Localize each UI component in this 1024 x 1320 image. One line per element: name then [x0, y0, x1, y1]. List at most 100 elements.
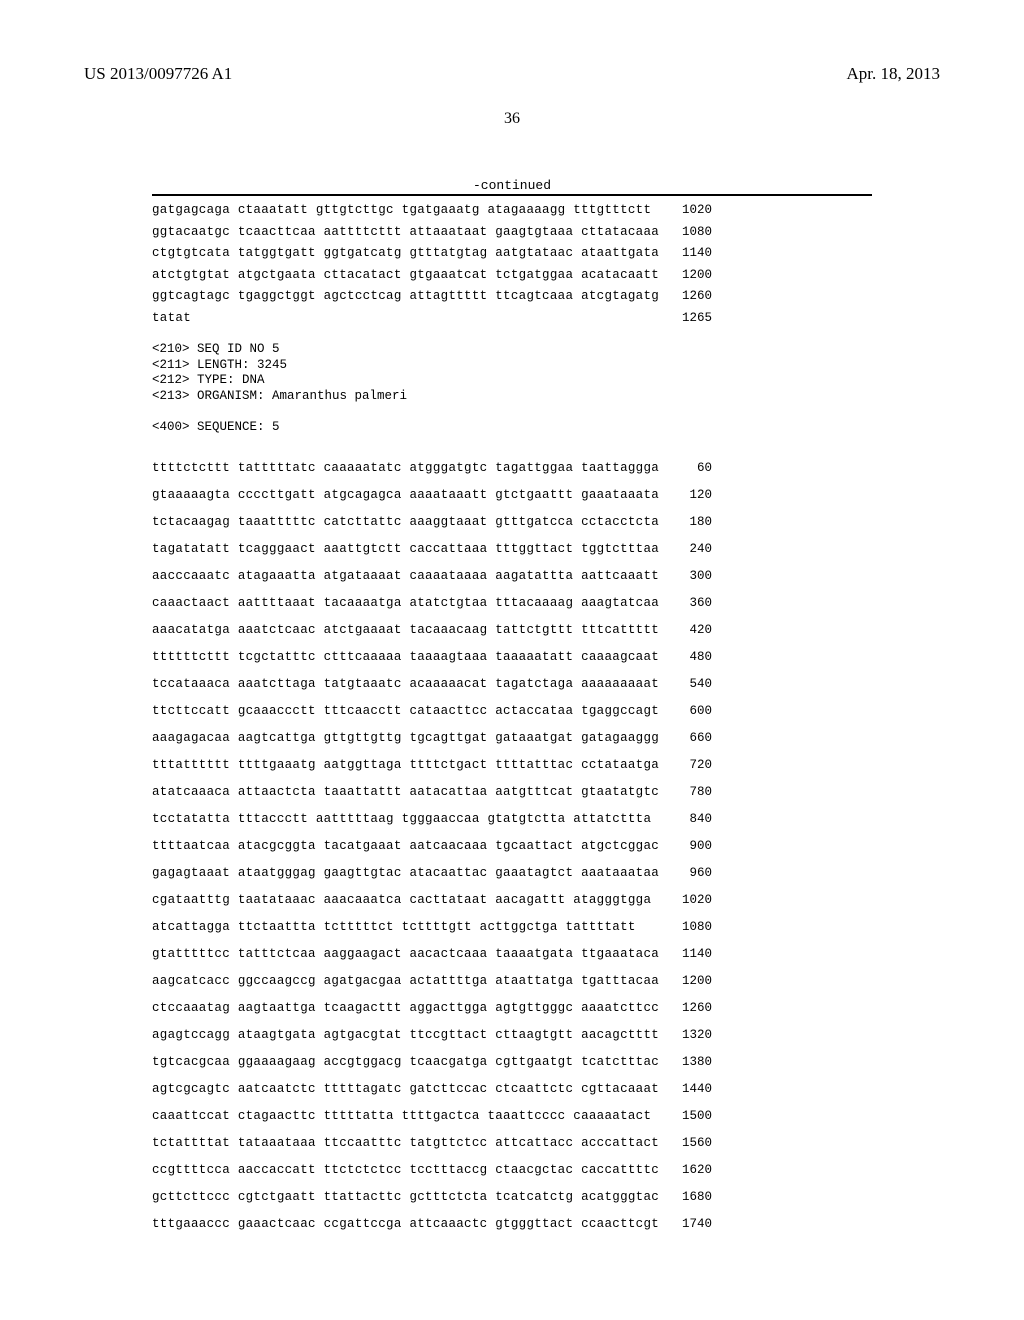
sequence-position: 1320 [662, 1029, 712, 1042]
sequence-position: 1620 [662, 1164, 712, 1177]
sequence-row: atcattagga ttctaattta tctttttct tcttttgt… [152, 921, 712, 934]
sequence-row: aaagagacaa aagtcattga gttgttgttg tgcagtt… [152, 732, 712, 745]
sequence-block-1: gatgagcaga ctaaatatt gttgtcttgc tgatgaaa… [152, 204, 712, 324]
sequence-text: ccgttttcca aaccaccatt ttctctctcc tccttta… [152, 1164, 659, 1177]
sequence-position: 840 [662, 813, 712, 826]
publication-date: Apr. 18, 2013 [847, 64, 941, 84]
sequence-row: ccgttttcca aaccaccatt ttctctctcc tccttta… [152, 1164, 712, 1177]
sequence-position: 1020 [662, 894, 712, 907]
sequence-position: 1500 [662, 1110, 712, 1123]
sequence-position: 960 [662, 867, 712, 880]
sequence-row: tttgaaaccc gaaactcaac ccgattccga attcaaa… [152, 1218, 712, 1231]
sequence-position: 1080 [662, 921, 712, 934]
sequence-text: tctacaagag taaatttttc catcttattc aaaggta… [152, 516, 659, 529]
publication-number: US 2013/0097726 A1 [84, 64, 232, 84]
sequence-position: 420 [662, 624, 712, 637]
sequence-position: 1080 [662, 226, 712, 239]
sequence-text: ttcttccatt gcaaaccctt tttcaacctt cataact… [152, 705, 659, 718]
sequence-text: cgataatttg taatataaac aaacaaatca cacttat… [152, 894, 651, 907]
sequence-text: agtcgcagtc aatcaatctc tttttagatc gatcttc… [152, 1083, 659, 1096]
sequence-position: 1260 [662, 290, 712, 303]
sequence-row: agtcgcagtc aatcaatctc tttttagatc gatcttc… [152, 1083, 712, 1096]
sequence-text: gcttcttccc cgtctgaatt ttattacttc gctttct… [152, 1191, 659, 1204]
sequence-position: 1260 [662, 1002, 712, 1015]
sequence-position: 60 [662, 462, 712, 475]
sequence-row: caaattccat ctagaacttc tttttatta ttttgact… [152, 1110, 712, 1123]
sequence-row: cgataatttg taatataaac aaacaaatca cacttat… [152, 894, 712, 907]
sequence-position: 720 [662, 759, 712, 772]
sequence-text: aaacatatga aaatctcaac atctgaaaat tacaaac… [152, 624, 659, 637]
sequence-row: gatgagcaga ctaaatatt gttgtcttgc tgatgaaa… [152, 204, 712, 217]
sequence-metadata: <210> SEQ ID NO 5 <211> LENGTH: 3245 <21… [152, 342, 407, 436]
sequence-position: 1020 [662, 204, 712, 217]
sequence-row: gagagtaaat ataatgggag gaagttgtac atacaat… [152, 867, 712, 880]
sequence-text: ggtacaatgc tcaacttcaa aattttcttt attaaat… [152, 226, 659, 239]
sequence-position: 300 [662, 570, 712, 583]
sequence-text: tccataaaca aaatcttaga tatgtaaatc acaaaaa… [152, 678, 659, 691]
sequence-text: aaagagacaa aagtcattga gttgttgttg tgcagtt… [152, 732, 659, 745]
sequence-row: ttttaatcaa atacgcggta tacatgaaat aatcaac… [152, 840, 712, 853]
sequence-position: 1200 [662, 269, 712, 282]
sequence-row: tccataaaca aaatcttaga tatgtaaatc acaaaaa… [152, 678, 712, 691]
sequence-position: 1140 [662, 247, 712, 260]
sequence-row: tatat 1265 [152, 312, 712, 325]
sequence-text: aagcatcacc ggccaagccg agatgacgaa actattt… [152, 975, 659, 988]
sequence-text: agagtccagg ataagtgata agtgacgtat ttccgtt… [152, 1029, 659, 1042]
sequence-text: atcattagga ttctaattta tctttttct tcttttgt… [152, 921, 636, 934]
sequence-row: aaacatatga aaatctcaac atctgaaaat tacaaac… [152, 624, 712, 637]
sequence-text: aacccaaatc atagaaatta atgataaaat caaaata… [152, 570, 659, 583]
sequence-position: 1265 [662, 312, 712, 325]
page-number: 36 [0, 110, 1024, 128]
sequence-text: gatgagcaga ctaaatatt gttgtcttgc tgatgaaa… [152, 204, 651, 217]
sequence-position: 120 [662, 489, 712, 502]
sequence-text: gagagtaaat ataatgggag gaagttgtac atacaat… [152, 867, 659, 880]
sequence-row: agagtccagg ataagtgata agtgacgtat ttccgtt… [152, 1029, 712, 1042]
sequence-text: caaactaact aattttaaat tacaaaatga atatctg… [152, 597, 659, 610]
sequence-text: tttatttttt ttttgaaatg aatggttaga ttttctg… [152, 759, 659, 772]
sequence-row: atatcaaaca attaactcta taaattattt aatacat… [152, 786, 712, 799]
sequence-row: ttttttcttt tcgctatttc ctttcaaaaa taaaagt… [152, 651, 712, 664]
sequence-row: ttttctcttt tatttttatc caaaaatatc atgggat… [152, 462, 712, 475]
sequence-row: tcctatatta tttaccctt aatttttaag tgggaacc… [152, 813, 712, 826]
sequence-row: ttcttccatt gcaaaccctt tttcaacctt cataact… [152, 705, 712, 718]
sequence-text: ctgtgtcata tatggtgatt ggtgatcatg gtttatg… [152, 247, 659, 260]
sequence-row: gtatttttcc tatttctcaa aaggaagact aacactc… [152, 948, 712, 961]
sequence-text: atctgtgtat atgctgaata cttacatact gtgaaat… [152, 269, 659, 282]
sequence-text: ttttctcttt tatttttatc caaaaatatc atgggat… [152, 462, 659, 475]
continued-label: -continued [0, 178, 1024, 193]
sequence-text: ttttttcttt tcgctatttc ctttcaaaaa taaaagt… [152, 651, 659, 664]
sequence-text: gtatttttcc tatttctcaa aaggaagact aacactc… [152, 948, 659, 961]
sequence-position: 1560 [662, 1137, 712, 1150]
sequence-row: caaactaact aattttaaat tacaaaatga atatctg… [152, 597, 712, 610]
sequence-row: gcttcttccc cgtctgaatt ttattacttc gctttct… [152, 1191, 712, 1204]
sequence-text: tctattttat tataaataaa ttccaatttc tatgttc… [152, 1137, 659, 1150]
sequence-row: ggtcagtagc tgaggctggt agctcctcag attagtt… [152, 290, 712, 303]
sequence-position: 480 [662, 651, 712, 664]
sequence-text: ggtcagtagc tgaggctggt agctcctcag attagtt… [152, 290, 659, 303]
sequence-position: 900 [662, 840, 712, 853]
sequence-text: tatat [152, 312, 191, 325]
sequence-text: tttgaaaccc gaaactcaac ccgattccga attcaaa… [152, 1218, 659, 1231]
sequence-position: 1440 [662, 1083, 712, 1096]
sequence-row: aagcatcacc ggccaagccg agatgacgaa actattt… [152, 975, 712, 988]
sequence-block-2: ttttctcttt tatttttatc caaaaatatc atgggat… [152, 462, 712, 1231]
sequence-text: caaattccat ctagaacttc tttttatta ttttgact… [152, 1110, 651, 1123]
sequence-position: 360 [662, 597, 712, 610]
sequence-text: gtaaaaagta ccccttgatt atgcagagca aaaataa… [152, 489, 659, 502]
sequence-row: tgtcacgcaa ggaaaagaag accgtggacg tcaacga… [152, 1056, 712, 1069]
sequence-position: 600 [662, 705, 712, 718]
sequence-row: ggtacaatgc tcaacttcaa aattttcttt attaaat… [152, 226, 712, 239]
sequence-position: 540 [662, 678, 712, 691]
sequence-position: 1680 [662, 1191, 712, 1204]
sequence-text: tagatatatt tcagggaact aaattgtctt caccatt… [152, 543, 659, 556]
sequence-position: 1200 [662, 975, 712, 988]
sequence-row: tttatttttt ttttgaaatg aatggttaga ttttctg… [152, 759, 712, 772]
sequence-text: atatcaaaca attaactcta taaattattt aatacat… [152, 786, 659, 799]
sequence-position: 660 [662, 732, 712, 745]
sequence-row: aacccaaatc atagaaatta atgataaaat caaaata… [152, 570, 712, 583]
sequence-text: tgtcacgcaa ggaaaagaag accgtggacg tcaacga… [152, 1056, 659, 1069]
sequence-text: tcctatatta tttaccctt aatttttaag tgggaacc… [152, 813, 651, 826]
sequence-row: tctattttat tataaataaa ttccaatttc tatgttc… [152, 1137, 712, 1150]
sequence-position: 1140 [662, 948, 712, 961]
sequence-position: 1740 [662, 1218, 712, 1231]
